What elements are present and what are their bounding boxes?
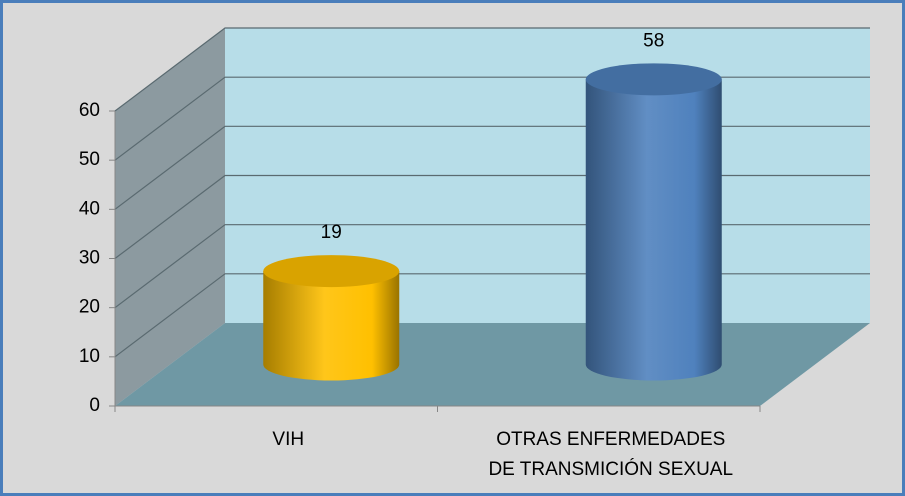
y-tick-label: 0 <box>89 395 100 416</box>
y-tick-label: 30 <box>79 248 100 269</box>
floor <box>115 323 870 406</box>
y-tick-label: 10 <box>79 346 100 367</box>
bar-body <box>263 271 400 381</box>
bar <box>263 255 400 381</box>
bar-top <box>585 63 722 96</box>
bar <box>585 63 722 381</box>
x-tick-label: OTRAS ENFERMEDADES <box>496 429 725 450</box>
y-tick-label: 40 <box>79 198 100 219</box>
bar-body <box>585 79 722 381</box>
data-label: 58 <box>643 30 664 51</box>
y-tick-label: 20 <box>79 297 100 318</box>
y-tick-label: 50 <box>79 149 100 170</box>
x-tick-label: DE TRANSMICIÓN SEXUAL <box>488 458 733 480</box>
x-tick-label: VIH <box>272 429 304 450</box>
bar-top <box>263 255 400 288</box>
y-tick-label: 60 <box>79 100 100 121</box>
data-label: 19 <box>321 222 342 243</box>
grid-line <box>114 27 870 112</box>
